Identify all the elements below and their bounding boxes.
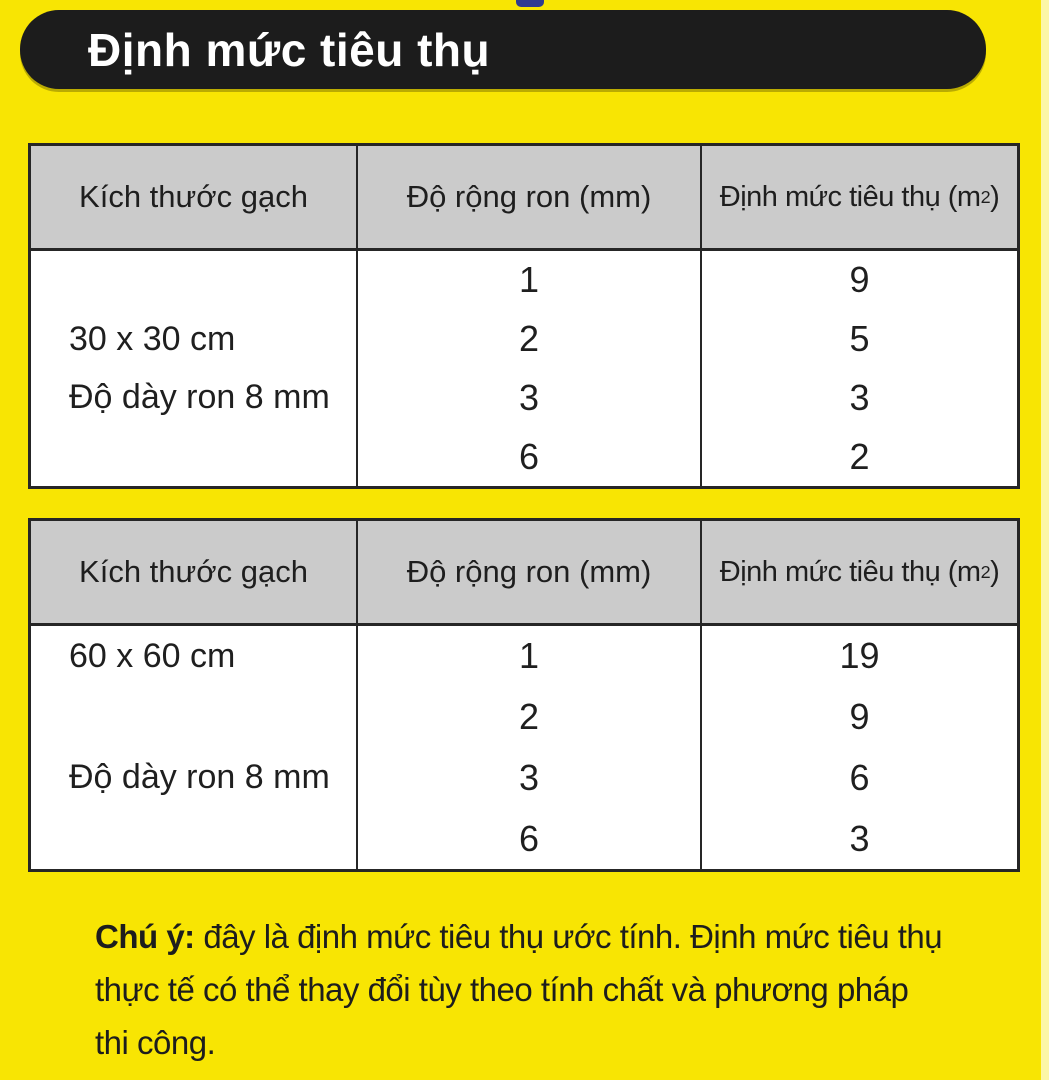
footnote-line-1-text: đây là định mức tiêu thụ ước tính. Định … bbox=[194, 918, 943, 955]
consumption-table-30x30: Kích thước gạch Độ rộng ron (mm) Định mứ… bbox=[28, 143, 1020, 489]
table-header-row: Kích thước gạch Độ rộng ron (mm) Định mứ… bbox=[31, 521, 1017, 626]
footnote: Chú ý: đây là định mức tiêu thụ ước tính… bbox=[95, 910, 1025, 1069]
header-consumption-suffix: ) bbox=[990, 555, 1000, 588]
ron-width-value: 6 bbox=[518, 435, 540, 477]
consumption-value: 9 bbox=[849, 696, 870, 738]
consumption-value: 2 bbox=[849, 435, 870, 477]
header-ron-width: Độ rộng ron (mm) bbox=[358, 146, 702, 248]
ron-width-value: 6 bbox=[518, 817, 540, 859]
tile-size-cell-empty bbox=[31, 251, 356, 310]
consumption-value: 3 bbox=[849, 817, 870, 859]
ron-width-value: 1 bbox=[518, 635, 540, 677]
table-body: 30 x 30 cm Độ dày ron 8 mm 1 2 3 6 9 5 3… bbox=[31, 251, 1017, 486]
footnote-line-1: Chú ý: đây là định mức tiêu thụ ước tính… bbox=[95, 910, 1025, 963]
tile-size-column: 30 x 30 cm Độ dày ron 8 mm bbox=[31, 251, 358, 486]
ron-width-value: 2 bbox=[518, 318, 540, 360]
consumption-column: 9 5 3 2 bbox=[702, 251, 1017, 486]
consumption-value: 19 bbox=[839, 635, 880, 677]
tile-size-cell-empty bbox=[31, 808, 356, 869]
section-title-banner: Định mức tiêu thụ bbox=[20, 10, 986, 89]
header-ron-width: Độ rộng ron (mm) bbox=[358, 521, 702, 623]
consumption-column: 19 9 6 3 bbox=[702, 626, 1017, 869]
header-consumption: Định mức tiêu thụ (m 2) bbox=[719, 555, 1000, 588]
grout-depth-note: Độ dày ron 8 mm bbox=[69, 758, 330, 797]
footnote-label: Chú ý: bbox=[95, 918, 195, 955]
tile-size-column: 60 x 60 cm Độ dày ron 8 mm bbox=[31, 626, 358, 869]
ron-width-value: 3 bbox=[518, 756, 540, 798]
section-title: Định mức tiêu thụ bbox=[88, 23, 491, 76]
header-consumption-suffix: ) bbox=[990, 180, 1000, 213]
consumption-value: 6 bbox=[849, 756, 870, 798]
table-body: 60 x 60 cm Độ dày ron 8 mm 1 2 3 6 19 9 … bbox=[31, 626, 1017, 869]
ron-width-column: 1 2 3 6 bbox=[358, 251, 702, 486]
top-blue-mark bbox=[516, 0, 544, 7]
tile-size-cell-empty bbox=[31, 687, 356, 748]
consumption-value: 5 bbox=[849, 318, 870, 360]
tile-size-value: 30 x 30 cm bbox=[69, 319, 236, 358]
grout-depth-note: Độ dày ron 8 mm bbox=[69, 378, 330, 417]
tile-size-value: 60 x 60 cm bbox=[69, 636, 236, 675]
tile-size-cell-empty bbox=[31, 427, 356, 486]
consumption-table-60x60: Kích thước gạch Độ rộng ron (mm) Định mứ… bbox=[28, 518, 1020, 872]
consumption-value: 9 bbox=[849, 259, 870, 301]
ron-width-value: 3 bbox=[518, 376, 540, 418]
header-consumption: Định mức tiêu thụ (m 2) bbox=[719, 180, 1000, 213]
ron-width-value: 2 bbox=[518, 696, 540, 738]
footnote-line-3: thi công. bbox=[95, 1024, 216, 1061]
header-tile-size: Kích thước gạch bbox=[31, 521, 358, 623]
footnote-line-2: thực tế có thể thay đổi tùy theo tính ch… bbox=[95, 971, 909, 1008]
table-header-row: Kích thước gạch Độ rộng ron (mm) Định mứ… bbox=[31, 146, 1017, 251]
header-consumption-prefix: Định mức tiêu thụ (m bbox=[719, 555, 981, 588]
ron-width-column: 1 2 3 6 bbox=[358, 626, 702, 869]
consumption-value: 3 bbox=[849, 376, 870, 418]
header-consumption-prefix: Định mức tiêu thụ (m bbox=[719, 180, 981, 213]
header-tile-size: Kích thước gạch bbox=[31, 146, 358, 248]
ron-width-value: 1 bbox=[518, 259, 540, 301]
right-edge-strip bbox=[1041, 0, 1049, 1080]
